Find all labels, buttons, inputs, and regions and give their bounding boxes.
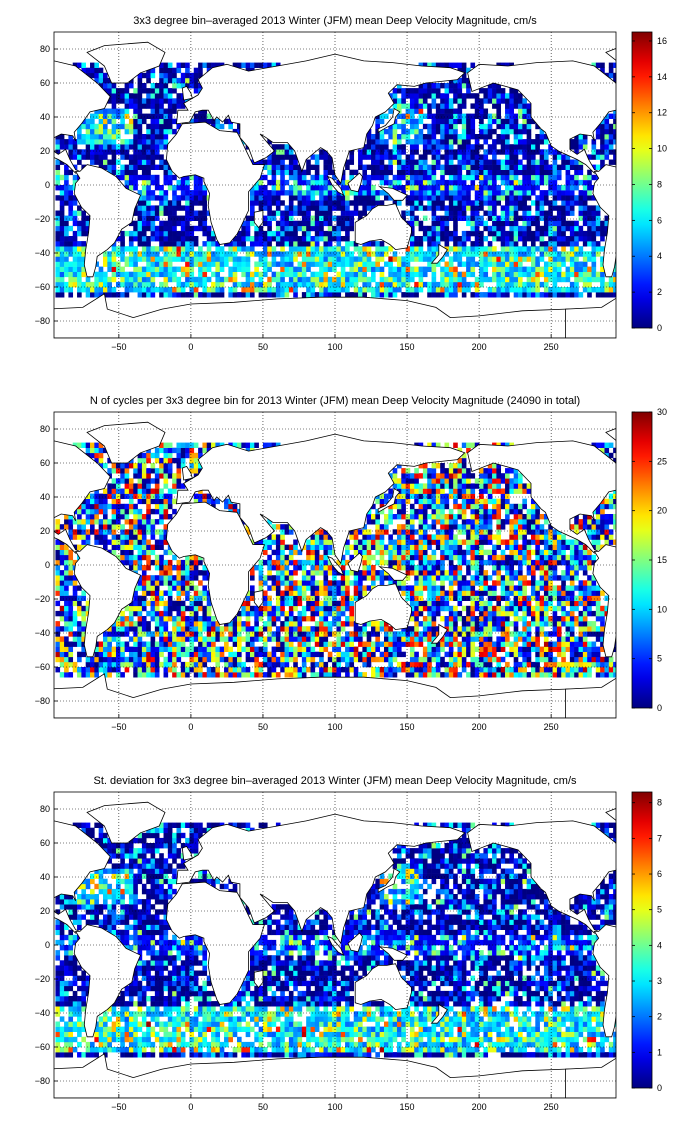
y-tick-label: 20 [40,906,50,916]
y-tick-label: −60 [35,662,50,672]
grid-lines [54,792,616,1098]
x-tick-label: 0 [188,1102,193,1112]
colorbar-tick-label: 16 [657,36,667,46]
y-tick-label: 80 [40,424,50,434]
colorbar [631,31,653,329]
colorbar-tick-label: 25 [657,456,667,466]
y-tick-label: 0 [45,180,50,190]
y-tick-label: −80 [35,696,50,706]
colorbar-tick-label: 30 [657,407,667,417]
y-tick-label: −20 [35,594,50,604]
grid-lines [54,412,616,718]
colorbar-tick-label: 10 [657,604,667,614]
x-tick-label: 100 [327,342,342,352]
x-tick-label: 250 [544,1102,559,1112]
y-tick-label: 0 [45,940,50,950]
y-tick-label: −20 [35,214,50,224]
colorbar-tick-label: 15 [657,555,667,565]
x-tick-label: 200 [472,722,487,732]
x-tick-label: −50 [111,1102,126,1112]
chart-title: 3x3 degree bin–averaged 2013 Winter (JFM… [133,15,537,27]
colorbar-tick-label: 2 [657,1012,662,1022]
colorbar-tick-label: 4 [657,251,662,261]
y-tick-label: 60 [40,838,50,848]
colorbar-tick-label: 4 [657,940,662,950]
panel-cycle-count: N of cycles per 3x3 degree bin for 2013 … [35,395,667,732]
x-tick-label: 50 [258,722,268,732]
y-tick-label: 80 [40,44,50,54]
x-tick-label: 0 [188,342,193,352]
colorbar-tick-label: 2 [657,287,662,297]
y-tick-label: −40 [35,1008,50,1018]
colorbar-tick-label: 10 [657,144,667,154]
x-tick-label: 150 [400,1102,415,1112]
x-tick-label: 200 [472,342,487,352]
coastlines [54,41,616,338]
colorbar-tick-label: 5 [657,905,662,915]
y-tick-label: 40 [40,112,50,122]
x-tick-label: 200 [472,1102,487,1112]
x-tick-label: −50 [111,722,126,732]
y-tick-label: 20 [40,526,50,536]
x-tick-label: 100 [327,1102,342,1112]
x-tick-label: 100 [327,722,342,732]
y-tick-label: −60 [35,1042,50,1052]
x-tick-label: 250 [544,342,559,352]
colorbar-tick-label: 20 [657,506,667,516]
x-tick-label: 250 [544,722,559,732]
heatmap-cells [55,822,617,1058]
colorbar-tick-label: 0 [657,1083,662,1093]
y-tick-label: −40 [35,248,50,258]
colorbar-tick-label: 1 [657,1047,662,1057]
coastlines [54,421,616,718]
colorbar-tick-label: 5 [657,654,662,664]
chart-title: St. deviation for 3x3 degree bin–average… [93,775,577,787]
x-tick-label: 50 [258,342,268,352]
heatmap-cells [55,62,617,298]
colorbar-tick-label: 8 [657,798,662,808]
y-tick-label: −20 [35,974,50,984]
y-tick-label: 40 [40,492,50,502]
x-tick-label: 150 [400,722,415,732]
colorbar-tick-label: 12 [657,108,667,118]
colorbar-tick-label: 14 [657,72,667,82]
y-tick-label: 60 [40,78,50,88]
y-tick-label: 20 [40,146,50,156]
colorbar [631,791,653,1089]
y-tick-label: −80 [35,1076,50,1086]
colorbar-tick-label: 7 [657,833,662,843]
y-tick-label: 60 [40,458,50,468]
y-tick-label: 0 [45,560,50,570]
heatmap-cells [55,442,617,678]
colorbar-tick-label: 8 [657,179,662,189]
colorbar-tick-label: 0 [657,703,662,713]
x-tick-label: 150 [400,342,415,352]
colorbar-tick-label: 6 [657,869,662,879]
y-tick-label: −60 [35,282,50,292]
x-tick-label: 50 [258,1102,268,1112]
colorbar-tick-label: 6 [657,215,662,225]
x-tick-label: 0 [188,722,193,732]
colorbar-tick-label: 3 [657,976,662,986]
panel-mean-velocity: 3x3 degree bin–averaged 2013 Winter (JFM… [35,15,667,352]
x-tick-label: −50 [111,342,126,352]
panel-std-deviation: St. deviation for 3x3 degree bin–average… [35,775,662,1112]
y-tick-label: 40 [40,872,50,882]
chart-title: N of cycles per 3x3 degree bin for 2013 … [90,395,580,407]
y-tick-label: −80 [35,316,50,326]
grid-lines [54,32,616,338]
y-tick-label: −40 [35,628,50,638]
colorbar-tick-label: 0 [657,323,662,333]
y-tick-label: 80 [40,804,50,814]
